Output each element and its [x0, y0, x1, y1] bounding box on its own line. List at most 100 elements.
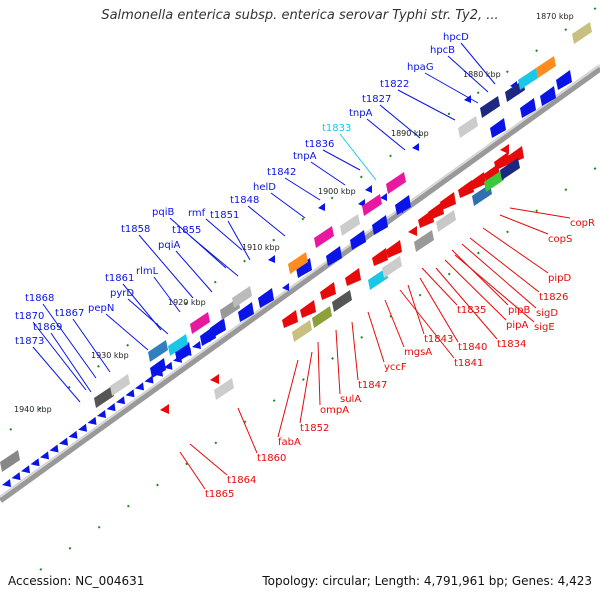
forward-gene-arrow[interactable]: [78, 423, 87, 432]
gene-label-fabA[interactable]: fabA: [278, 437, 301, 448]
gene-label-tnpA[interactable]: tnpA: [293, 151, 317, 162]
gene-label-hpcB[interactable]: hpcB: [430, 45, 455, 56]
forward-gene-arrow[interactable]: [326, 246, 342, 266]
forward-gene-arrow[interactable]: [540, 86, 556, 106]
gene-feature-block[interactable]: [232, 286, 252, 308]
gene-feature-block[interactable]: [480, 96, 500, 118]
forward-gene-marker[interactable]: [358, 199, 365, 207]
forward-gene-arrow[interactable]: [30, 458, 40, 467]
gene-label-pipA[interactable]: pipA: [506, 320, 528, 331]
gene-label-t1858[interactable]: t1858: [121, 224, 150, 235]
forward-gene-arrow[interactable]: [175, 342, 191, 362]
gene-feature-block[interactable]: [288, 252, 308, 274]
forward-gene-arrow[interactable]: [135, 382, 144, 391]
forward-gene-arrow[interactable]: [210, 318, 226, 338]
forward-gene-arrow[interactable]: [116, 396, 125, 405]
forward-gene-arrow[interactable]: [490, 118, 506, 138]
forward-gene-arrow[interactable]: [163, 361, 173, 370]
reverse-gene-marker[interactable]: [160, 404, 169, 414]
gene-feature-block[interactable]: [94, 386, 114, 408]
gene-feature-block[interactable]: [436, 210, 456, 232]
forward-gene-arrow[interactable]: [59, 437, 68, 446]
reverse-gene-marker[interactable]: [408, 226, 417, 236]
gene-feature-block[interactable]: [340, 214, 360, 236]
reverse-gene-arrow[interactable]: [320, 282, 336, 300]
gene-feature-block[interactable]: [536, 56, 556, 78]
gene-feature-block[interactable]: [572, 22, 592, 44]
gene-label-t1822[interactable]: t1822: [380, 79, 409, 90]
gene-label-hpcD[interactable]: hpcD: [443, 32, 469, 43]
forward-gene-marker[interactable]: [318, 203, 325, 211]
forward-gene-marker[interactable]: [365, 185, 372, 193]
forward-gene-marker[interactable]: [268, 255, 275, 263]
reverse-gene-arrow[interactable]: [494, 152, 510, 170]
forward-gene-arrow[interactable]: [296, 258, 312, 278]
forward-gene-marker[interactable]: [464, 95, 471, 103]
forward-gene-arrow[interactable]: [49, 444, 59, 453]
reverse-gene-arrow[interactable]: [345, 268, 361, 286]
gene-feature-block[interactable]: [386, 172, 406, 194]
gene-label-pqiA[interactable]: pqiA: [158, 240, 180, 251]
reverse-gene-arrow[interactable]: [440, 192, 456, 210]
gene-label-sulA[interactable]: sulA: [340, 394, 361, 405]
gene-label-copS[interactable]: copS: [548, 234, 572, 245]
reverse-gene-marker[interactable]: [500, 144, 509, 154]
gene-feature-block[interactable]: [168, 334, 188, 356]
reverse-gene-arrow[interactable]: [372, 248, 388, 266]
reverse-gene-arrow[interactable]: [300, 300, 316, 318]
forward-gene-marker[interactable]: [282, 283, 289, 291]
gene-label-t1867[interactable]: t1867: [55, 308, 84, 319]
reverse-gene-arrow[interactable]: [458, 180, 474, 198]
gene-label-t1826[interactable]: t1826: [539, 292, 568, 303]
gene-feature-block[interactable]: [148, 340, 168, 362]
gene-label-t1827[interactable]: t1827: [362, 94, 391, 105]
forward-gene-marker[interactable]: [380, 193, 387, 201]
gene-label-t1833[interactable]: t1833: [322, 123, 351, 134]
gene-label-t1852[interactable]: t1852: [300, 423, 329, 434]
forward-gene-arrow[interactable]: [21, 465, 30, 474]
forward-gene-arrow[interactable]: [556, 70, 572, 90]
gene-feature-block[interactable]: [484, 170, 504, 192]
gene-feature-block[interactable]: [382, 256, 402, 278]
gene-feature-block[interactable]: [190, 312, 210, 334]
gene-label-t1842[interactable]: t1842: [267, 167, 296, 178]
gene-feature-block[interactable]: [368, 268, 388, 290]
forward-gene-arrow[interactable]: [68, 430, 78, 439]
gene-label-pipB[interactable]: pipB: [508, 305, 530, 316]
forward-gene-arrow[interactable]: [350, 230, 366, 250]
gene-label-sigD[interactable]: sigD: [536, 308, 558, 319]
reverse-gene-arrow[interactable]: [428, 202, 444, 220]
reverse-gene-arrow[interactable]: [470, 172, 486, 190]
gene-label-pipD[interactable]: pipD: [548, 273, 571, 284]
gene-label-rlmL[interactable]: rlmL: [136, 266, 159, 277]
gene-label-t1843[interactable]: t1843: [424, 334, 453, 345]
reverse-gene-marker[interactable]: [210, 374, 219, 384]
gene-label-t1865[interactable]: t1865: [205, 489, 234, 500]
gene-label-copR[interactable]: copR: [570, 218, 595, 229]
gene-feature-block[interactable]: [362, 194, 382, 216]
forward-gene-arrow[interactable]: [238, 302, 254, 322]
gene-label-t1851[interactable]: t1851: [210, 210, 239, 221]
forward-gene-marker[interactable]: [412, 143, 419, 151]
gene-feature-block[interactable]: [458, 116, 478, 138]
gene-label-t1868[interactable]: t1868: [25, 293, 54, 304]
gene-label-t1860[interactable]: t1860: [257, 453, 286, 464]
gene-feature-block[interactable]: [312, 306, 332, 328]
gene-label-t1836[interactable]: t1836: [305, 139, 334, 150]
gene-label-hpaG[interactable]: hpaG: [407, 62, 434, 73]
forward-gene-arrow[interactable]: [125, 389, 135, 398]
forward-gene-arrow[interactable]: [97, 410, 106, 418]
forward-gene-arrow[interactable]: [11, 472, 21, 481]
forward-gene-arrow[interactable]: [520, 98, 536, 118]
gene-label-mgsA[interactable]: mgsA: [404, 347, 432, 358]
gene-label-t1864[interactable]: t1864: [227, 475, 256, 486]
gene-label-t1847[interactable]: t1847: [358, 380, 387, 391]
gene-label-t1840[interactable]: t1840: [458, 342, 487, 353]
gene-label-sigE[interactable]: sigE: [534, 322, 555, 333]
forward-gene-arrow[interactable]: [2, 479, 11, 487]
gene-feature-block[interactable]: [518, 68, 538, 90]
forward-gene-arrow[interactable]: [192, 341, 201, 349]
gene-label-t1870[interactable]: t1870: [15, 311, 44, 322]
reverse-gene-arrow[interactable]: [386, 240, 402, 258]
